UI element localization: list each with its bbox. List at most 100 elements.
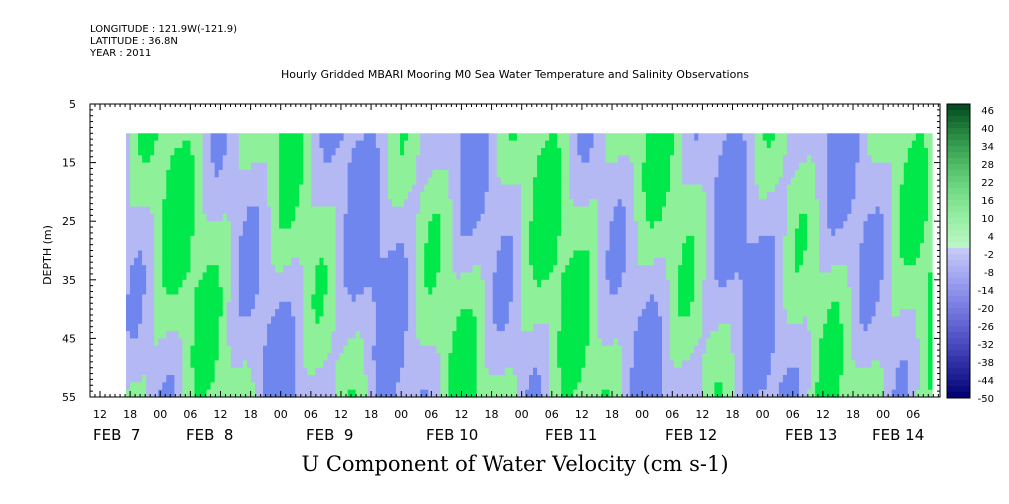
heatmap-cell bbox=[323, 331, 329, 339]
heatmap-cell bbox=[492, 213, 498, 222]
heatmap-cell bbox=[375, 228, 381, 237]
heatmap-cell bbox=[416, 287, 421, 296]
heatmap-cell bbox=[303, 162, 308, 171]
heatmap-cell bbox=[226, 265, 232, 274]
heatmap-cell bbox=[194, 177, 200, 186]
heatmap-cell bbox=[440, 294, 445, 303]
heatmap-cell bbox=[553, 162, 558, 171]
heatmap-cell bbox=[275, 323, 280, 332]
heatmap-cell bbox=[351, 133, 357, 142]
heatmap-cell bbox=[279, 191, 284, 200]
heatmap-cell bbox=[537, 331, 542, 339]
heatmap-cell bbox=[674, 360, 679, 369]
heatmap-cell bbox=[605, 162, 611, 171]
heatmap-cell bbox=[605, 243, 611, 252]
heatmap-cell bbox=[420, 331, 425, 339]
heatmap-cell bbox=[379, 155, 385, 164]
heatmap-cell bbox=[347, 279, 353, 288]
heatmap-cell bbox=[194, 301, 200, 310]
heatmap-cell bbox=[295, 243, 300, 252]
heatmap-cell bbox=[666, 316, 671, 325]
heatmap-cell bbox=[226, 294, 232, 303]
heatmap-cell bbox=[210, 221, 216, 230]
heatmap-cell bbox=[246, 309, 252, 318]
heatmap-cell bbox=[198, 221, 204, 230]
heatmap-cell bbox=[242, 213, 248, 222]
heatmap-cell bbox=[589, 279, 595, 288]
heatmap-cell bbox=[464, 140, 470, 149]
heatmap-cell bbox=[347, 169, 353, 178]
heatmap-cell bbox=[238, 382, 244, 391]
heatmap-cell bbox=[319, 155, 325, 164]
heatmap-cell bbox=[585, 272, 591, 281]
heatmap-cell bbox=[299, 169, 304, 178]
heatmap-cell bbox=[569, 279, 574, 288]
heatmap-cell bbox=[666, 250, 671, 259]
heatmap-cell bbox=[331, 177, 337, 186]
heatmap-cell bbox=[246, 287, 252, 296]
heatmap-cell bbox=[436, 177, 441, 186]
heatmap-cell bbox=[194, 133, 200, 142]
heatmap-cell bbox=[287, 301, 292, 310]
heatmap-cell bbox=[496, 243, 502, 252]
heatmap-cell bbox=[609, 177, 615, 186]
heatmap-cell bbox=[589, 389, 595, 398]
heatmap-cell bbox=[593, 323, 599, 332]
heatmap-cell bbox=[617, 206, 623, 215]
heatmap-cell bbox=[351, 184, 357, 193]
heatmap-cell bbox=[569, 199, 574, 208]
heatmap-cell bbox=[468, 323, 474, 332]
heatmap-cell bbox=[258, 147, 264, 156]
heatmap-cell bbox=[601, 133, 607, 142]
heatmap-cell bbox=[307, 257, 312, 266]
heatmap-cell bbox=[367, 177, 373, 186]
heatmap-cell bbox=[678, 133, 683, 142]
heatmap-cell bbox=[645, 184, 651, 193]
heatmap-cell bbox=[178, 265, 184, 274]
heatmap-cell bbox=[267, 257, 272, 266]
heatmap-cell bbox=[359, 382, 365, 391]
heatmap-cell bbox=[404, 301, 409, 310]
heatmap-cell bbox=[529, 353, 534, 361]
heatmap-cell bbox=[460, 272, 466, 281]
heatmap-cell bbox=[130, 243, 135, 252]
heatmap-cell bbox=[311, 309, 317, 318]
heatmap-cell bbox=[351, 257, 357, 266]
heatmap-cell bbox=[359, 309, 365, 318]
heatmap-cell bbox=[170, 345, 175, 354]
heatmap-cell bbox=[653, 323, 659, 332]
heatmap-cell bbox=[210, 382, 216, 391]
heatmap-cell bbox=[460, 140, 466, 149]
heatmap-cell bbox=[295, 177, 300, 186]
heatmap-cell bbox=[653, 389, 659, 398]
heatmap-cell bbox=[516, 301, 522, 310]
heatmap-cell bbox=[524, 213, 530, 222]
heatmap-cell bbox=[468, 191, 474, 200]
heatmap-cell bbox=[460, 309, 466, 318]
heatmap-cell bbox=[456, 316, 462, 325]
heatmap-cell bbox=[412, 250, 417, 259]
heatmap-cell bbox=[242, 155, 248, 164]
heatmap-cell bbox=[126, 155, 131, 164]
heatmap-cell bbox=[593, 294, 599, 303]
heatmap-cell bbox=[267, 389, 272, 398]
heatmap-cell bbox=[440, 213, 445, 222]
heatmap-cell bbox=[516, 294, 522, 303]
heatmap-cell bbox=[186, 169, 192, 178]
heatmap-cell bbox=[621, 389, 627, 398]
heatmap-cell bbox=[218, 353, 224, 361]
heatmap-cell bbox=[657, 272, 663, 281]
heatmap-cell bbox=[339, 367, 345, 376]
heatmap-cell bbox=[347, 243, 353, 252]
heatmap-cell bbox=[202, 243, 208, 252]
heatmap-cell bbox=[573, 389, 578, 398]
heatmap-cell bbox=[649, 389, 655, 398]
heatmap-cell bbox=[202, 257, 208, 266]
heatmap-cell bbox=[254, 162, 260, 171]
heatmap-cell bbox=[275, 177, 280, 186]
heatmap-cell bbox=[565, 279, 570, 288]
heatmap-cell bbox=[400, 243, 405, 252]
heatmap-cell bbox=[214, 199, 220, 208]
heatmap-cell bbox=[670, 235, 675, 244]
heatmap-cell bbox=[222, 228, 228, 237]
